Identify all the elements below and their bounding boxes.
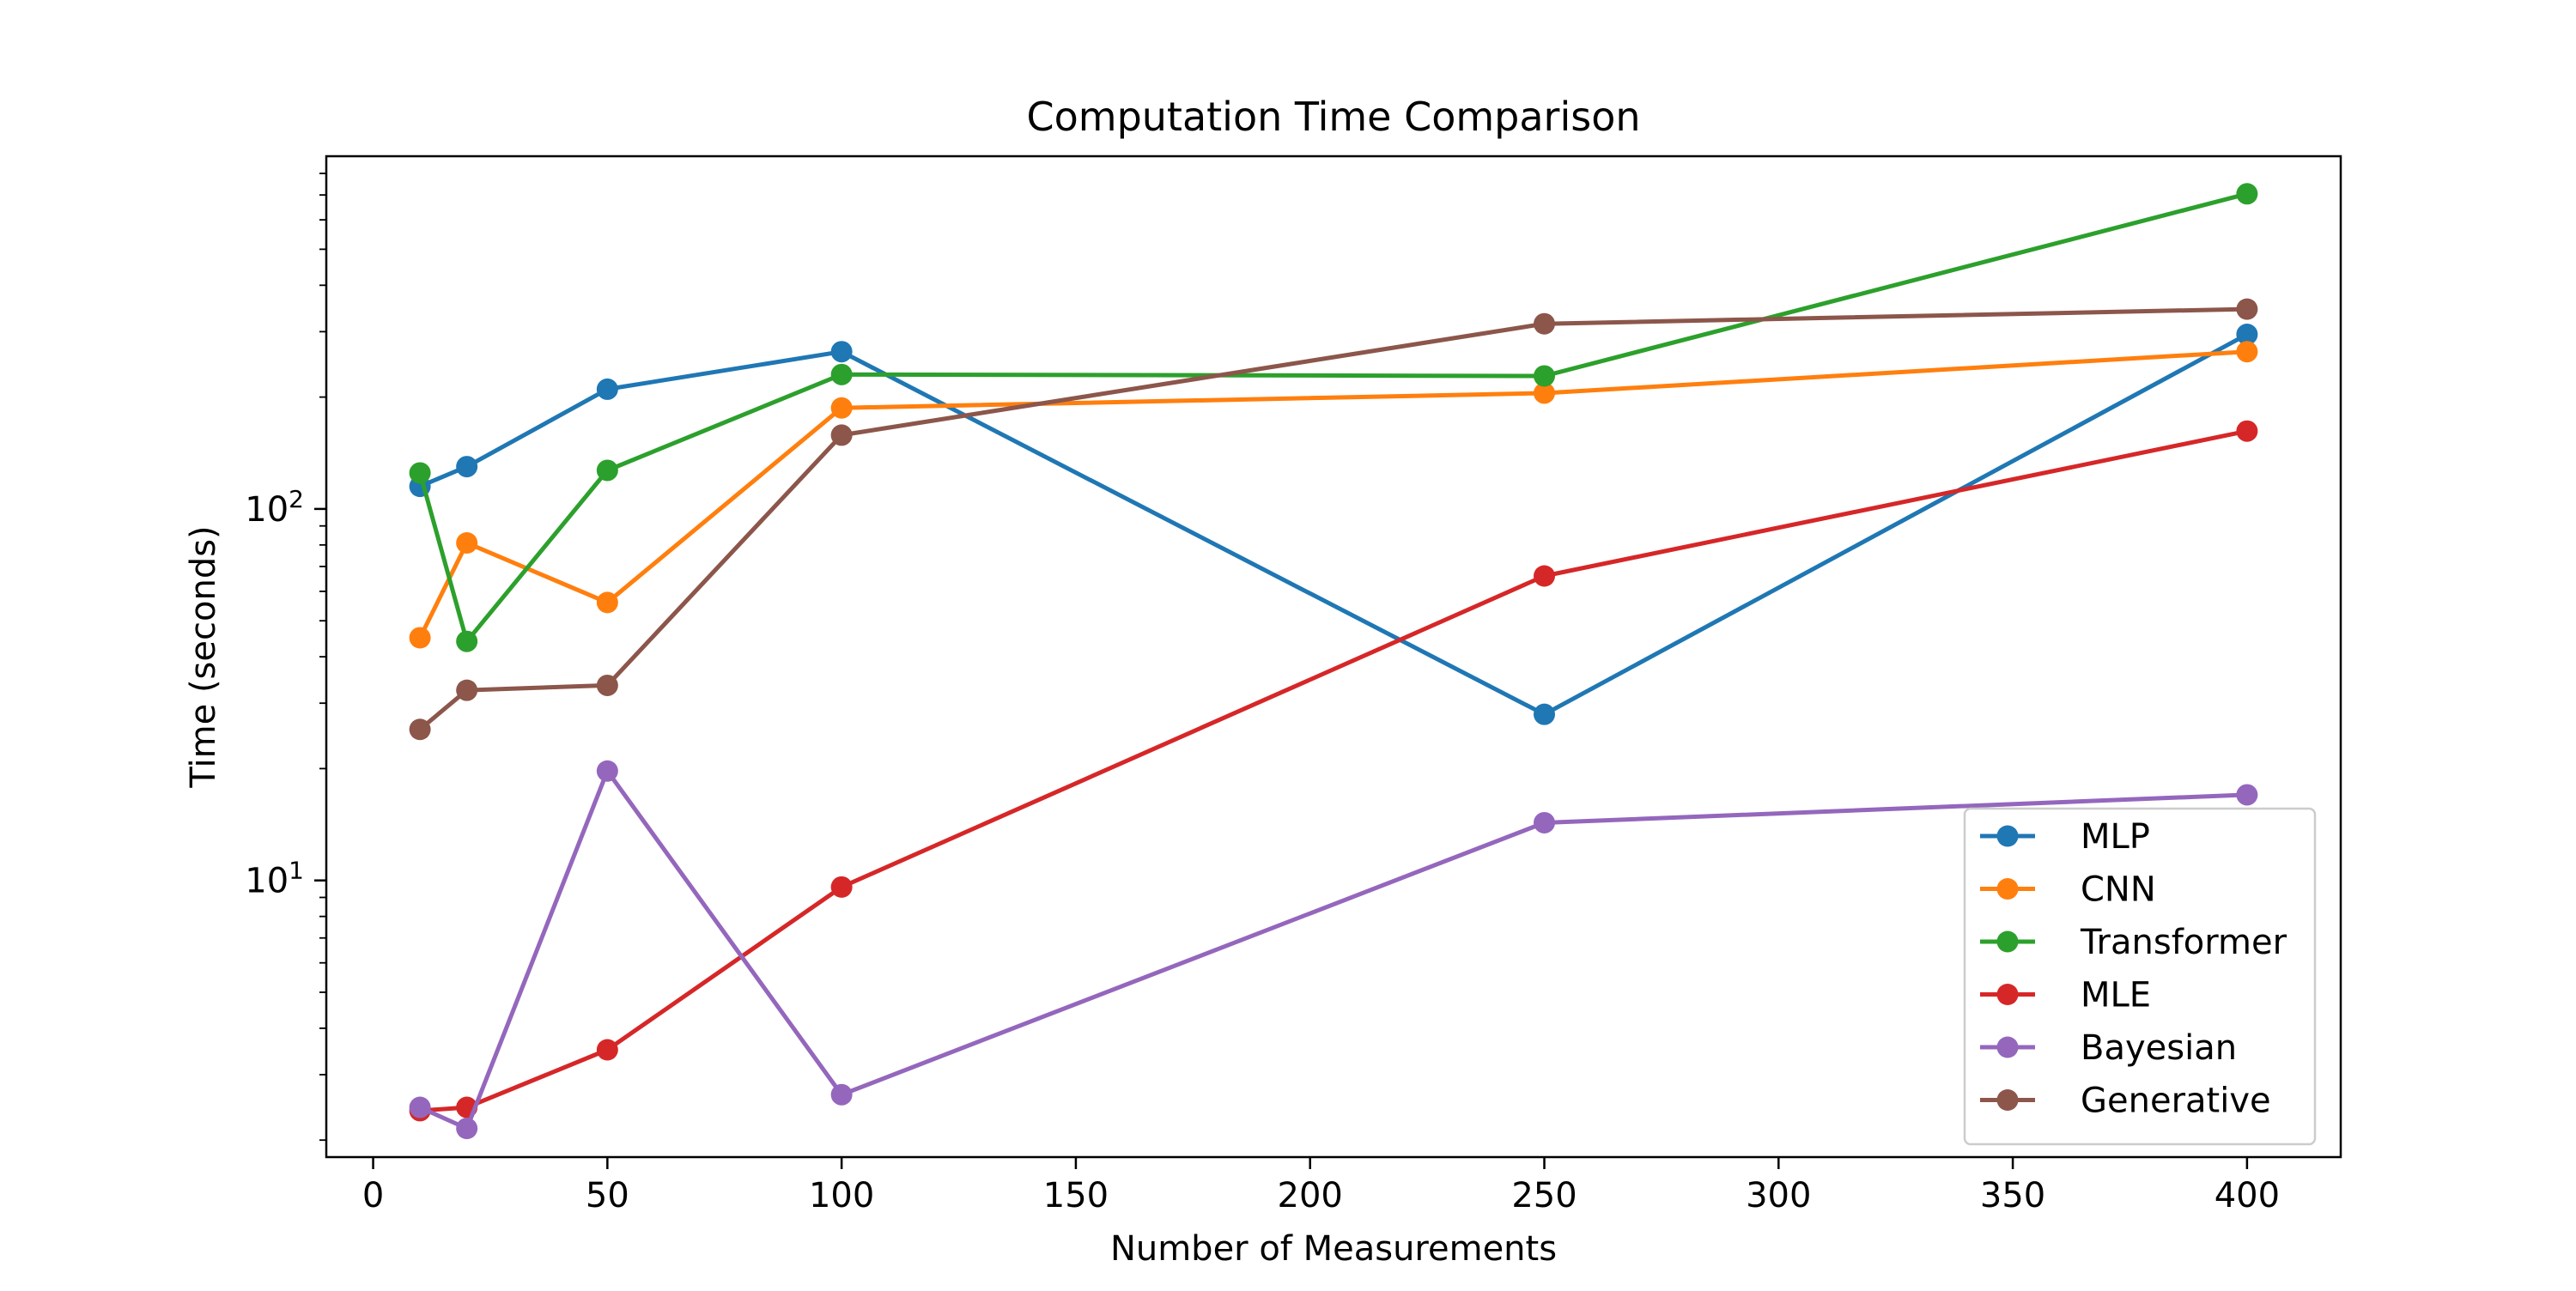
x-tick-label: 100	[809, 1176, 874, 1215]
data-point-mlp	[1534, 703, 1556, 725]
legend-box	[1963, 807, 2317, 1146]
data-point-transformer	[830, 363, 853, 385]
data-point-cnn	[1534, 382, 1556, 404]
data-point-bayesian	[456, 1118, 478, 1140]
data-point-mle	[830, 876, 853, 898]
series-line-cnn	[417, 349, 2248, 639]
data-point-bayesian	[409, 1096, 431, 1118]
data-point-generative	[409, 718, 431, 741]
data-point-cnn	[830, 397, 853, 419]
data-point-mlp	[596, 378, 618, 400]
data-point-transformer	[456, 630, 478, 652]
chart-title: Computation Time Comparison	[1027, 94, 1641, 140]
data-point-transformer	[596, 459, 618, 482]
data-point-bayesian	[2236, 784, 2258, 806]
y-axis-label: Time (seconds)	[184, 525, 223, 788]
plot-area	[409, 183, 2258, 1140]
y-tick-label: 101	[245, 857, 304, 901]
axes: 0 50 100 150 200 250 300 350 400 101 102	[245, 173, 2280, 1215]
legend-marker-transformer	[1996, 930, 2019, 953]
data-point-cnn	[2236, 341, 2258, 363]
data-point-generative	[830, 424, 853, 446]
data-point-generative	[1534, 312, 1556, 335]
x-tick-label: 150	[1043, 1176, 1109, 1215]
data-point-mle	[1534, 565, 1556, 587]
legend-label-mle: MLE	[2081, 976, 2151, 1015]
data-point-mlp	[456, 456, 478, 478]
data-point-cnn	[409, 627, 431, 649]
data-point-mlp	[2236, 324, 2258, 346]
legend-marker-mlp	[1996, 825, 2019, 847]
legend-label-transformer: Transformer	[2080, 923, 2287, 962]
legend-marker-generative	[1996, 1089, 2019, 1111]
x-axis-label: Number of Measurements	[1110, 1229, 1557, 1269]
data-point-generative	[456, 679, 478, 701]
legend-marker-cnn	[1996, 878, 2019, 900]
data-point-mlp	[830, 341, 853, 363]
series-line-transformer	[417, 191, 2248, 644]
data-point-cnn	[596, 591, 618, 614]
data-point-mle	[596, 1039, 618, 1061]
legend-label-cnn: CNN	[2081, 870, 2156, 910]
data-point-transformer	[1534, 365, 1556, 387]
legend-marker-bayesian	[1996, 1036, 2019, 1058]
legend-label-bayesian: Bayesian	[2081, 1028, 2237, 1068]
data-point-cnn	[456, 531, 478, 554]
x-tick-label: 200	[1278, 1176, 1343, 1215]
data-point-transformer	[409, 462, 431, 484]
x-tick-label: 300	[1746, 1176, 1811, 1215]
legend-marker-mle	[1996, 984, 2019, 1005]
data-point-bayesian	[596, 760, 618, 782]
data-point-mle	[2236, 420, 2258, 442]
x-tick-label: 0	[362, 1176, 384, 1215]
legend-label-generative: Generative	[2081, 1082, 2271, 1121]
legend: MLP CNN Transformer MLE Bayesian Generative	[1963, 807, 2317, 1146]
x-tick-label: 250	[1511, 1176, 1577, 1215]
x-tick-label: 50	[586, 1176, 629, 1215]
data-point-generative	[2236, 298, 2258, 320]
data-point-bayesian	[1534, 811, 1556, 833]
y-tick-label: 102	[245, 485, 304, 530]
x-tick-label: 350	[1980, 1176, 2045, 1215]
x-tick-label: 400	[2215, 1176, 2280, 1215]
data-point-bayesian	[830, 1083, 853, 1106]
legend-label-mlp: MLP	[2081, 817, 2150, 857]
data-point-transformer	[2236, 183, 2258, 205]
data-point-generative	[596, 674, 618, 696]
